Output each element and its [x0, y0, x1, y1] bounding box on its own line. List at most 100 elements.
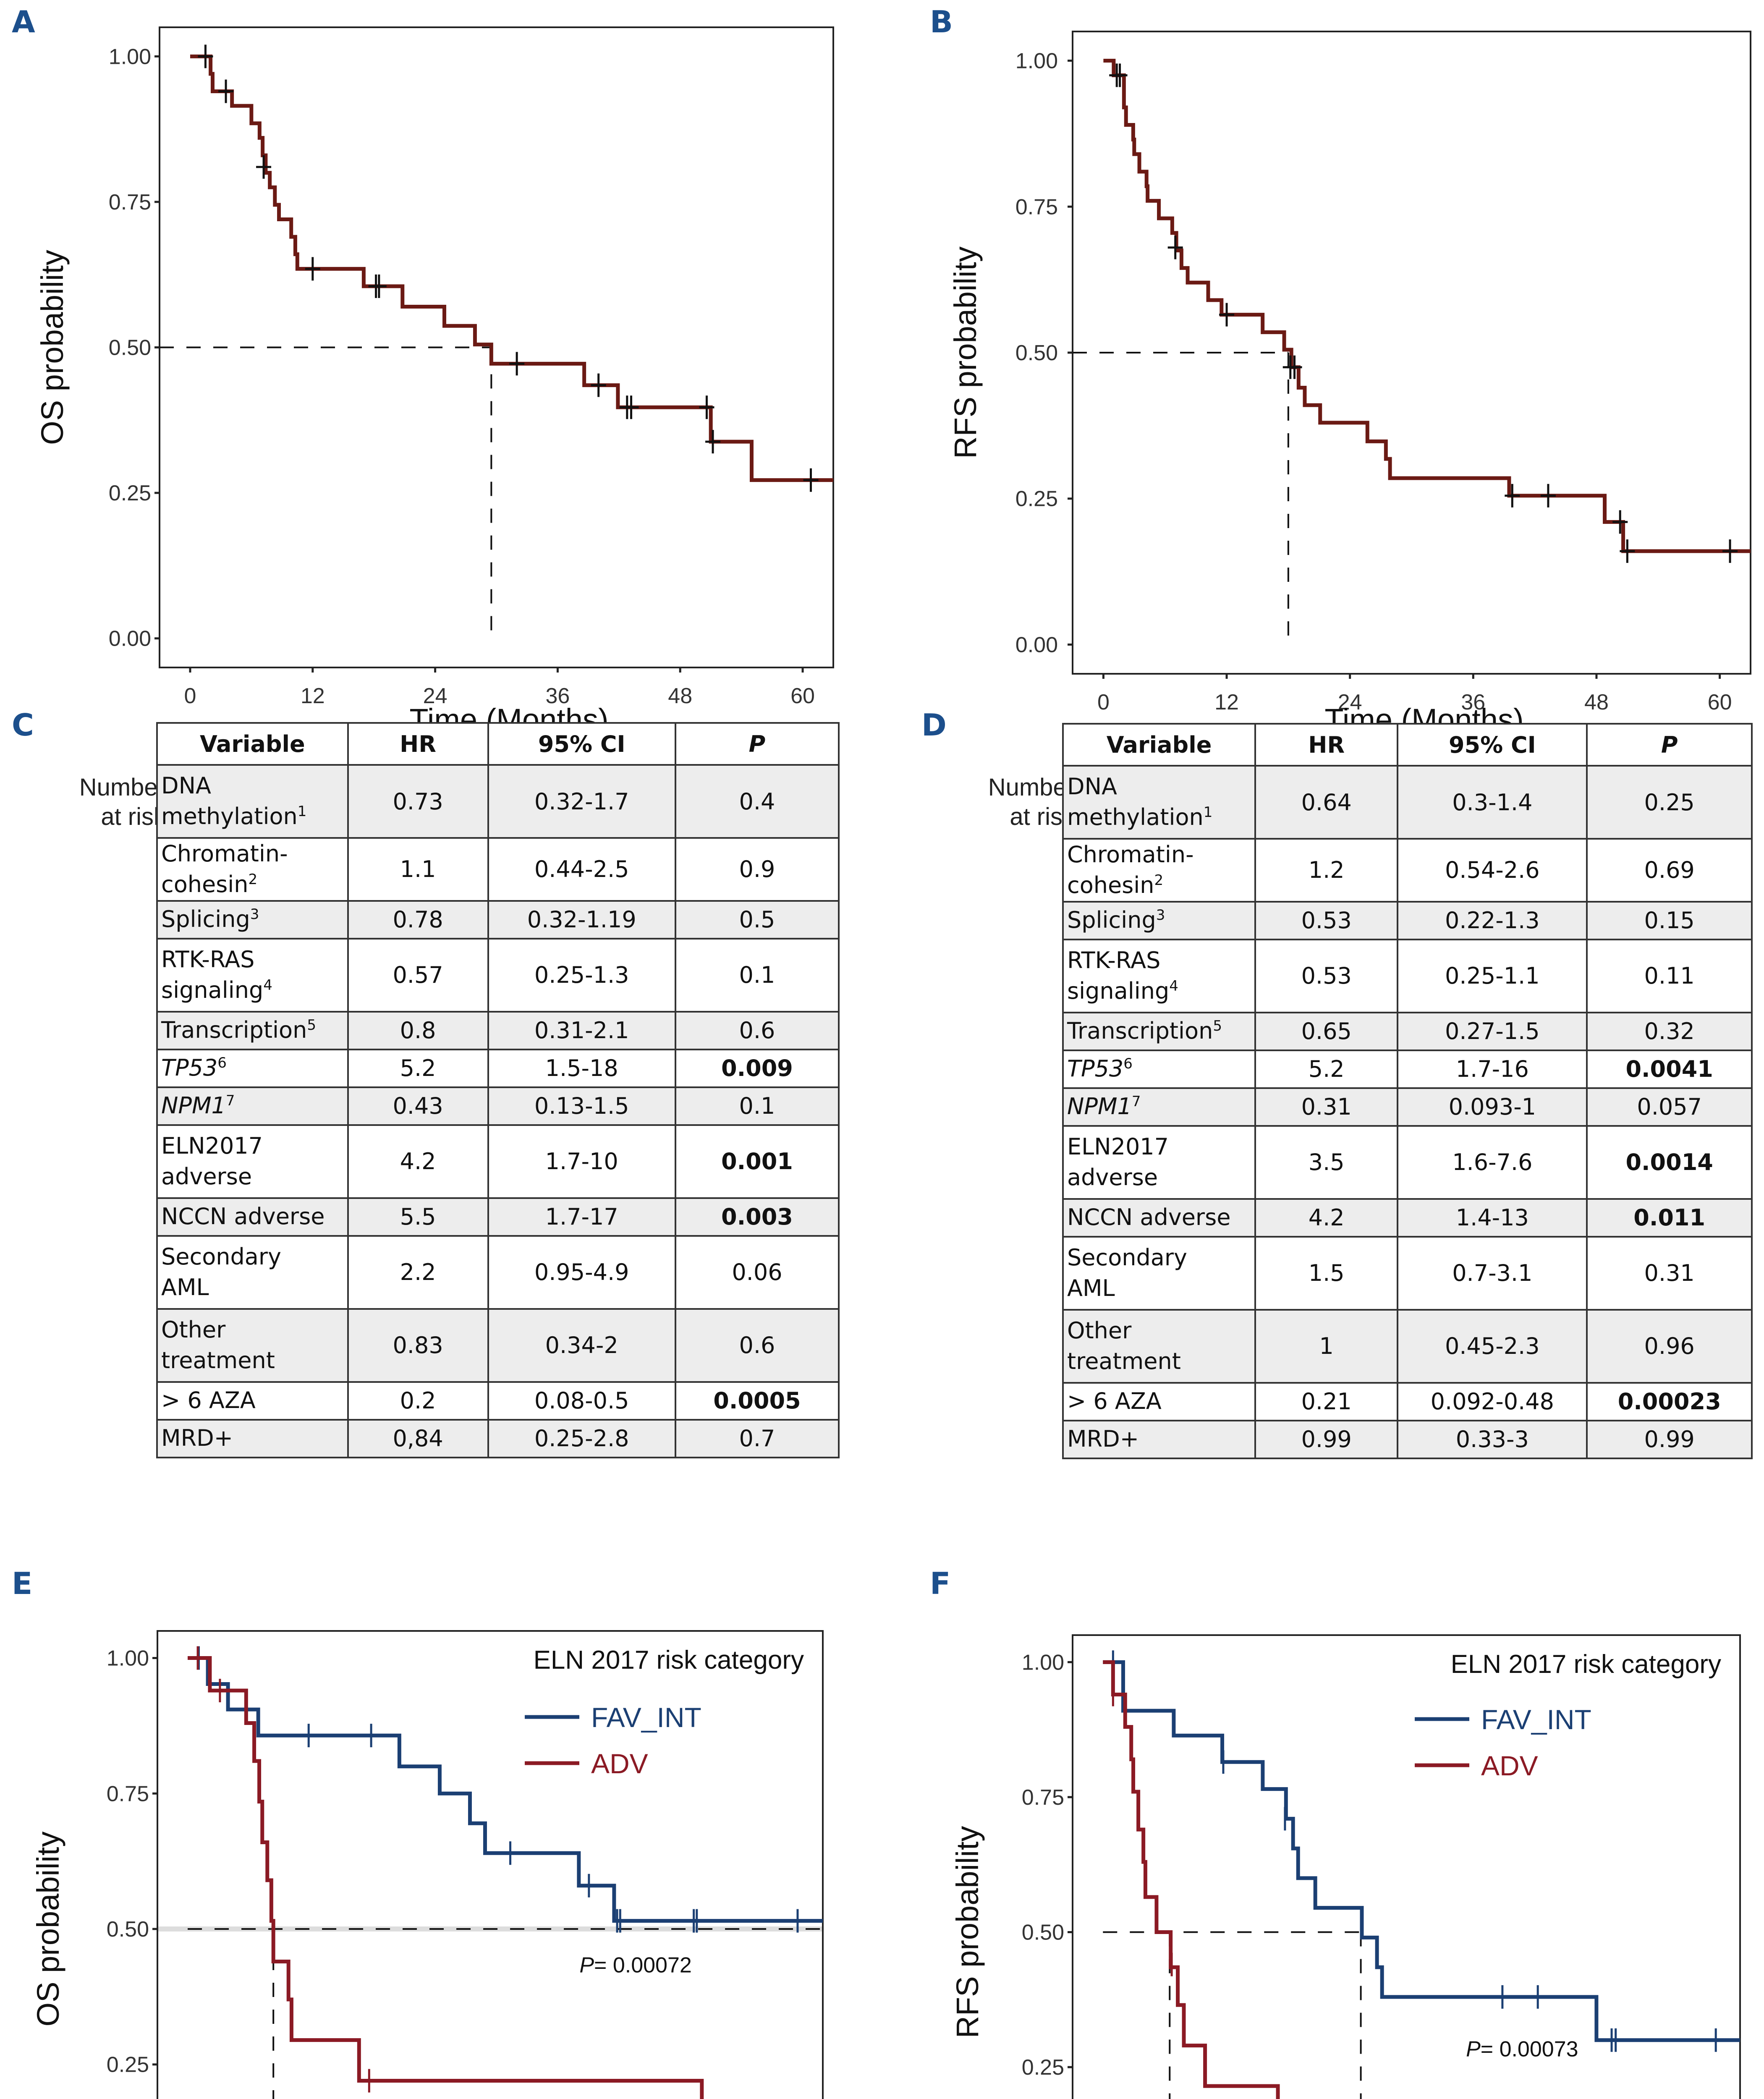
variable-name: ELN2017 adverse	[161, 1132, 263, 1190]
header-ci: 95% CI	[1397, 723, 1588, 767]
variable-name: Secondary AML	[1067, 1244, 1187, 1301]
cell-hr: 0.57	[347, 937, 489, 1013]
x-tick-label: 24	[423, 684, 448, 708]
footnote-marker: 5	[1213, 1018, 1222, 1035]
y-tick-label: 1.00	[1022, 1650, 1064, 1675]
header-hr: HR	[1254, 723, 1399, 767]
variable-name: NCCN adverse	[161, 1203, 325, 1230]
cell-ci: 0.25-1.1	[1397, 938, 1588, 1013]
cell-variable: Secondary AML	[156, 1235, 349, 1310]
cell-hr: 0.65	[1254, 1011, 1399, 1051]
header-p: P	[674, 722, 840, 766]
table-header-row: Variable HR 95% CI P	[156, 722, 840, 766]
y-tick-label: 0.25	[1015, 487, 1058, 511]
table-row: MRD+ 0.99 0.33-3 0.99	[1062, 1419, 1753, 1459]
p-value-annotation: P= 0.00072	[579, 1953, 691, 1977]
variable-name: ELN2017 adverse	[1067, 1133, 1169, 1191]
footnote-marker: 2	[1154, 872, 1164, 889]
cell-variable: Other treatment	[1062, 1309, 1256, 1384]
y-tick-label: 1.00	[109, 44, 151, 69]
y-tick-label: 0.00	[1015, 633, 1058, 657]
variable-name: Chromatin-cohesin	[1067, 841, 1194, 898]
survival-curve-adv	[188, 1656, 704, 2099]
variable-name: Transcription	[161, 1017, 307, 1044]
cell-variable: Chromatin-cohesin2	[1062, 838, 1256, 903]
cell-ci: 0.32-1.19	[487, 900, 676, 940]
cell-p: 0.7	[674, 1419, 840, 1458]
cell-p: 0.9	[674, 837, 840, 902]
x-tick-label: 0	[184, 684, 196, 708]
cell-variable: > 6 AZA	[1062, 1382, 1256, 1421]
cell-hr: 1.2	[1254, 838, 1399, 903]
table-row: MRD+ 0,84 0.25-2.8 0.7	[156, 1419, 840, 1458]
variable-name: DNA methylation	[1067, 773, 1204, 830]
x-tick-label: 0	[1097, 690, 1110, 714]
p-value-text: = 0.00073	[1481, 2037, 1578, 2061]
panel-label-d: D	[921, 707, 947, 743]
cell-ci: 1.5-18	[487, 1048, 676, 1088]
cell-variable: TP536	[1062, 1049, 1256, 1089]
y-tick-label: 0.25	[109, 481, 151, 505]
cell-p: 0.96	[1586, 1309, 1753, 1384]
variable-name: > 6 AZA	[1067, 1388, 1162, 1415]
cell-p: 0.15	[1586, 900, 1753, 940]
cell-p: 0.11	[1586, 938, 1753, 1013]
cell-p: 0.0005	[674, 1381, 840, 1421]
table-row: NCCN adverse 4.2 1.4-13 0.011	[1062, 1198, 1753, 1238]
cell-ci: 0.32-1.7	[487, 764, 676, 839]
footnote-marker: 7	[1131, 1093, 1141, 1110]
cell-ci: 0.33-3	[1397, 1419, 1588, 1459]
cell-p: 0.32	[1586, 1011, 1753, 1051]
cell-variable: Splicing3	[1062, 900, 1256, 940]
cell-ci: 0.3-1.4	[1397, 765, 1588, 840]
cell-hr: 5.2	[1254, 1049, 1399, 1089]
y-tick-label: 0.00	[109, 627, 151, 651]
cell-p: 0.001	[674, 1124, 840, 1199]
cell-p: 0.31	[1586, 1235, 1753, 1311]
cell-variable: TP536	[156, 1048, 349, 1088]
y-axis-title: OS probability	[35, 250, 70, 445]
variable-name: RTK-RAS signaling	[161, 946, 264, 1003]
x-tick-label: 24	[1338, 690, 1362, 714]
table-row: Other treatment 0.83 0.34-2 0.6	[156, 1308, 840, 1383]
cell-variable: NCCN adverse	[1062, 1198, 1256, 1238]
table-row: RTK-RAS signaling4 0.53 0.25-1.1 0.11	[1062, 938, 1753, 1013]
cell-p: 0.5	[674, 900, 840, 940]
cell-hr: 0.21	[1254, 1382, 1399, 1421]
cell-ci: 0.45-2.3	[1397, 1309, 1588, 1384]
table-row: TP536 5.2 1.7-16 0.0041	[1062, 1049, 1753, 1089]
cell-p: 0.69	[1586, 838, 1753, 903]
cell-p: 0.6	[674, 1308, 840, 1383]
table-row: Other treatment 1 0.45-2.3 0.96	[1062, 1309, 1753, 1384]
cell-variable: DNA methylation1	[1062, 765, 1256, 840]
survival-curve-fav-int	[188, 1656, 823, 1923]
y-tick-label: 0.50	[109, 336, 151, 360]
plot-frame	[157, 1630, 824, 2099]
variable-name: NCCN adverse	[1067, 1204, 1231, 1231]
plot-frame	[1072, 1634, 1741, 2099]
cell-variable: Transcription5	[1062, 1011, 1256, 1051]
footnote-marker: 3	[250, 906, 259, 923]
cell-ci: 0.25-1.3	[487, 937, 676, 1013]
header-hr: HR	[347, 722, 489, 766]
cell-variable: Other treatment	[156, 1308, 349, 1383]
cell-ci: 0.7-3.1	[1397, 1235, 1588, 1311]
cell-ci: 1.7-16	[1397, 1049, 1588, 1089]
cell-hr: 0.64	[1254, 765, 1399, 840]
cell-hr: 3.5	[1254, 1125, 1399, 1200]
cell-p: 0.6	[674, 1010, 840, 1050]
table-row: > 6 AZA 0.21 0.092-0.48 0.00023	[1062, 1382, 1753, 1421]
cell-ci: 0.27-1.5	[1397, 1011, 1588, 1051]
y-tick-label: 0.75	[1015, 195, 1058, 219]
cell-variable: Transcription5	[156, 1010, 349, 1050]
cell-ci: 0.54-2.6	[1397, 838, 1588, 903]
cell-p: 0.011	[1586, 1198, 1753, 1238]
x-tick-label: 12	[301, 684, 325, 708]
cell-ci: 0.31-2.1	[487, 1010, 676, 1050]
cell-hr: 0.73	[347, 764, 489, 839]
cell-ci: 1.4-13	[1397, 1198, 1588, 1238]
variable-name: Secondary AML	[161, 1243, 281, 1301]
footnote-marker: 1	[297, 803, 307, 820]
